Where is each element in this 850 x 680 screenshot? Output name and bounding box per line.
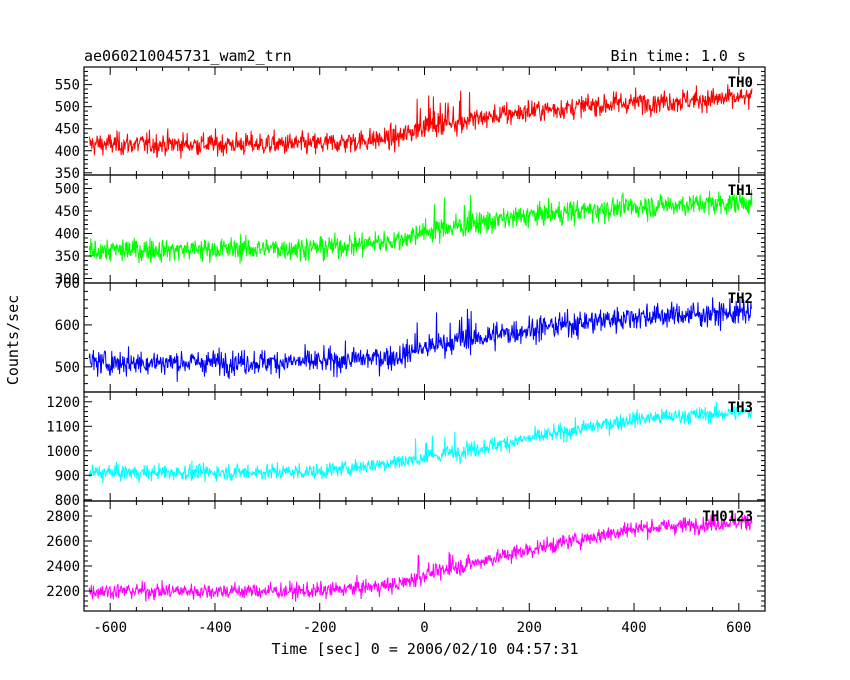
y-tick-label: 400 [55, 144, 80, 160]
panel-frame [83, 66, 766, 176]
panel-label-th1: TH1 [728, 183, 753, 199]
panel-th2: 500 600 700 TH2 [55, 276, 766, 393]
x-tick-label: -600 [93, 620, 127, 636]
y-tick-label: 450 [55, 204, 80, 220]
panel-frame [83, 391, 766, 502]
y-tick-label: 600 [55, 318, 80, 334]
panels: 350 400 450 500 550 TH0 300 350 400 450 500 TH1 500 6… [46, 66, 766, 612]
x-axis-title: Time [sec] 0 = 2006/02/10 04:57:31 [271, 640, 578, 658]
series-line-th2 [88, 297, 753, 382]
y-tick-label: 700 [55, 276, 80, 292]
x-tick-label: 400 [621, 620, 646, 636]
y-tick-label: 2200 [46, 584, 80, 600]
y-axis-title: Counts/sec [4, 295, 22, 385]
panel-label-th3: TH3 [728, 400, 753, 416]
y-tick-label: 350 [55, 166, 80, 182]
y-tick-label: 500 [55, 100, 80, 116]
y-tick-label: 900 [55, 468, 80, 484]
series-line-th3 [88, 401, 753, 484]
panel-th0123: 2200 2400 2600 2800 TH0123 [46, 500, 766, 612]
y-tick-label: 500 [55, 182, 80, 198]
y-tick-label: 2400 [46, 559, 80, 575]
y-tick-label: 800 [55, 493, 80, 509]
panel-th1: 300 350 400 450 500 TH1 [55, 174, 766, 288]
x-tick-label: -400 [198, 620, 232, 636]
panel-frame [83, 282, 766, 393]
series-line-th0123 [88, 513, 753, 602]
series-line-th1 [88, 189, 753, 264]
panel-th0: 350 400 450 500 550 TH0 [55, 66, 766, 182]
y-tick-label: 500 [55, 360, 80, 376]
y-tick-label: 2600 [46, 534, 80, 550]
y-tick-label: 1000 [46, 444, 80, 460]
panel-label-th2: TH2 [728, 291, 753, 307]
x-tick-label: 200 [517, 620, 542, 636]
y-tick-label: 300 [55, 272, 80, 288]
y-tick-label: 1200 [46, 395, 80, 411]
x-axis-tick-labels: -600 -400 -200 0 200 400 600 [93, 620, 751, 636]
panel-label-th0: TH0 [728, 75, 753, 91]
y-tick-label: 550 [55, 78, 80, 94]
x-tick-label: -200 [303, 620, 337, 636]
panel-th3: 800 900 1000 1100 1200 TH3 [46, 391, 766, 509]
y-tick-label: 450 [55, 122, 80, 138]
y-tick-label: 2800 [46, 509, 80, 525]
series-line-th0 [88, 84, 753, 159]
chart-title: ae060210045731_wam2_trn [84, 47, 292, 65]
y-tick-label: 400 [55, 227, 80, 243]
y-tick-label: 350 [55, 249, 80, 265]
x-tick-label: 0 [420, 620, 428, 636]
y-tick-label: 1100 [46, 419, 80, 435]
bin-time-label: Bin time: 1.0 s [611, 47, 746, 65]
x-tick-label: 600 [726, 620, 751, 636]
panel-label-th0123: TH0123 [702, 509, 753, 525]
panel-frame [83, 500, 766, 612]
